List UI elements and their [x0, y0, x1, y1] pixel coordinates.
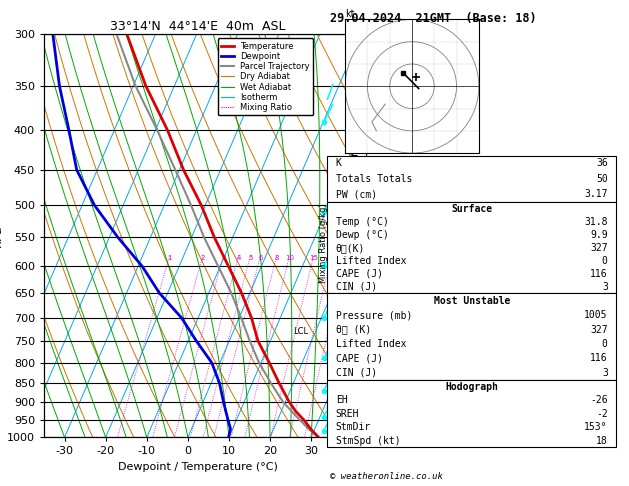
- Text: Dewp (°C): Dewp (°C): [336, 230, 389, 240]
- Text: 2: 2: [201, 255, 205, 261]
- Text: StmSpd (kt): StmSpd (kt): [336, 435, 401, 446]
- X-axis label: Dewpoint / Temperature (°C): Dewpoint / Temperature (°C): [118, 462, 278, 472]
- Text: 50: 50: [596, 174, 608, 184]
- Text: Lifted Index: Lifted Index: [336, 256, 406, 266]
- Text: 153°: 153°: [584, 422, 608, 432]
- Text: 0: 0: [602, 339, 608, 349]
- Text: 8: 8: [275, 255, 279, 261]
- Text: 0: 0: [602, 256, 608, 266]
- Text: Totals Totals: Totals Totals: [336, 174, 412, 184]
- Text: 3: 3: [602, 282, 608, 292]
- Legend: Temperature, Dewpoint, Parcel Trajectory, Dry Adiabat, Wet Adiabat, Isotherm, Mi: Temperature, Dewpoint, Parcel Trajectory…: [218, 38, 313, 115]
- Text: -2: -2: [596, 409, 608, 419]
- Y-axis label: hPa: hPa: [0, 225, 4, 247]
- Y-axis label: km
ASL: km ASL: [371, 226, 392, 245]
- Text: LCL: LCL: [292, 328, 308, 336]
- Text: Most Unstable: Most Unstable: [433, 295, 510, 306]
- Text: 15: 15: [309, 255, 318, 261]
- Text: -26: -26: [590, 395, 608, 405]
- Text: Temp (°C): Temp (°C): [336, 217, 389, 226]
- Text: θᴄ(K): θᴄ(K): [336, 243, 365, 253]
- Text: 1: 1: [168, 255, 172, 261]
- Bar: [327, 202, 616, 294]
- Text: PW (cm): PW (cm): [336, 189, 377, 199]
- Text: 3: 3: [602, 368, 608, 378]
- Text: 3.17: 3.17: [584, 189, 608, 199]
- Text: 10: 10: [286, 255, 294, 261]
- Bar: [327, 156, 616, 202]
- Bar: [327, 294, 616, 380]
- Text: SREH: SREH: [336, 409, 359, 419]
- Text: 9.9: 9.9: [590, 230, 608, 240]
- Text: 5: 5: [248, 255, 253, 261]
- Text: 1005: 1005: [584, 310, 608, 320]
- Text: CAPE (J): CAPE (J): [336, 353, 383, 364]
- Text: 116: 116: [590, 269, 608, 279]
- Title: 33°14'N  44°14'E  40m  ASL: 33°14'N 44°14'E 40m ASL: [110, 20, 286, 33]
- Text: CAPE (J): CAPE (J): [336, 269, 383, 279]
- Text: 20: 20: [327, 255, 336, 261]
- Text: 327: 327: [590, 325, 608, 334]
- Text: © weatheronline.co.uk: © weatheronline.co.uk: [330, 472, 443, 481]
- Text: Pressure (mb): Pressure (mb): [336, 310, 412, 320]
- Bar: [327, 380, 616, 448]
- Text: Hodograph: Hodograph: [445, 382, 498, 392]
- Text: 18: 18: [596, 435, 608, 446]
- Text: Lifted Index: Lifted Index: [336, 339, 406, 349]
- Text: 4: 4: [237, 255, 241, 261]
- Text: CIN (J): CIN (J): [336, 282, 377, 292]
- Text: 3: 3: [221, 255, 226, 261]
- Text: 36: 36: [596, 158, 608, 168]
- Text: CIN (J): CIN (J): [336, 368, 377, 378]
- Text: EH: EH: [336, 395, 347, 405]
- Text: StmDir: StmDir: [336, 422, 371, 432]
- Text: 25: 25: [342, 255, 350, 261]
- Text: kt: kt: [345, 9, 355, 19]
- Text: Surface: Surface: [451, 204, 493, 213]
- Text: 31.8: 31.8: [584, 217, 608, 226]
- Text: 116: 116: [590, 353, 608, 364]
- Text: 29.04.2024  21GMT  (Base: 18): 29.04.2024 21GMT (Base: 18): [330, 12, 537, 25]
- Text: K: K: [336, 158, 342, 168]
- Text: 6: 6: [259, 255, 263, 261]
- Text: 327: 327: [590, 243, 608, 253]
- Text: Mixing Ratio (g/kg): Mixing Ratio (g/kg): [320, 203, 328, 283]
- Text: θᴄ (K): θᴄ (K): [336, 325, 371, 334]
